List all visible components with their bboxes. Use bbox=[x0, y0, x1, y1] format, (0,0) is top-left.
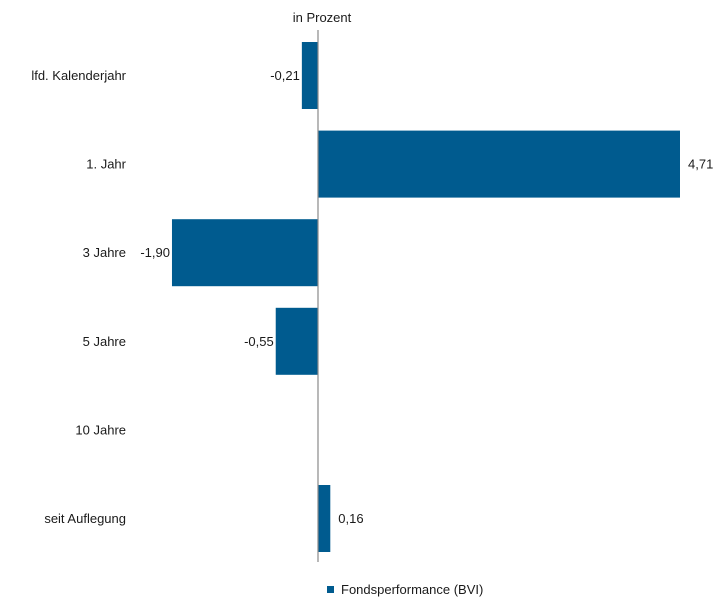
category-labels: lfd. Kalenderjahr 1. Jahr 3 Jahre 5 Jahre 10… bbox=[31, 68, 126, 526]
data-label: -0,55 bbox=[244, 334, 274, 349]
data-label: -0,21 bbox=[270, 68, 300, 83]
bar bbox=[318, 485, 331, 552]
legend-swatch bbox=[327, 586, 334, 593]
category-label: lfd. Kalenderjahr bbox=[31, 68, 126, 83]
bar bbox=[171, 219, 318, 287]
legend-label: Fondsperformance (BVI) bbox=[341, 582, 483, 597]
bars bbox=[171, 42, 680, 552]
data-label: 0,16 bbox=[338, 511, 363, 526]
category-label: 10 Jahre bbox=[75, 422, 126, 437]
category-label: 3 Jahre bbox=[83, 245, 126, 260]
value-labels: -0,21 4,71 -1,90 -0,55 0,16 bbox=[140, 68, 713, 526]
bar bbox=[301, 42, 318, 109]
category-label: 5 Jahre bbox=[83, 334, 126, 349]
legend: Fondsperformance (BVI) bbox=[327, 582, 483, 597]
chart-title: in Prozent bbox=[293, 10, 352, 25]
category-label: seit Auflegung bbox=[44, 511, 126, 526]
bar bbox=[318, 130, 680, 198]
category-label: 1. Jahr bbox=[86, 157, 126, 172]
data-label: -1,90 bbox=[140, 245, 170, 260]
bar bbox=[275, 307, 318, 375]
data-label: 4,71 bbox=[688, 157, 713, 172]
